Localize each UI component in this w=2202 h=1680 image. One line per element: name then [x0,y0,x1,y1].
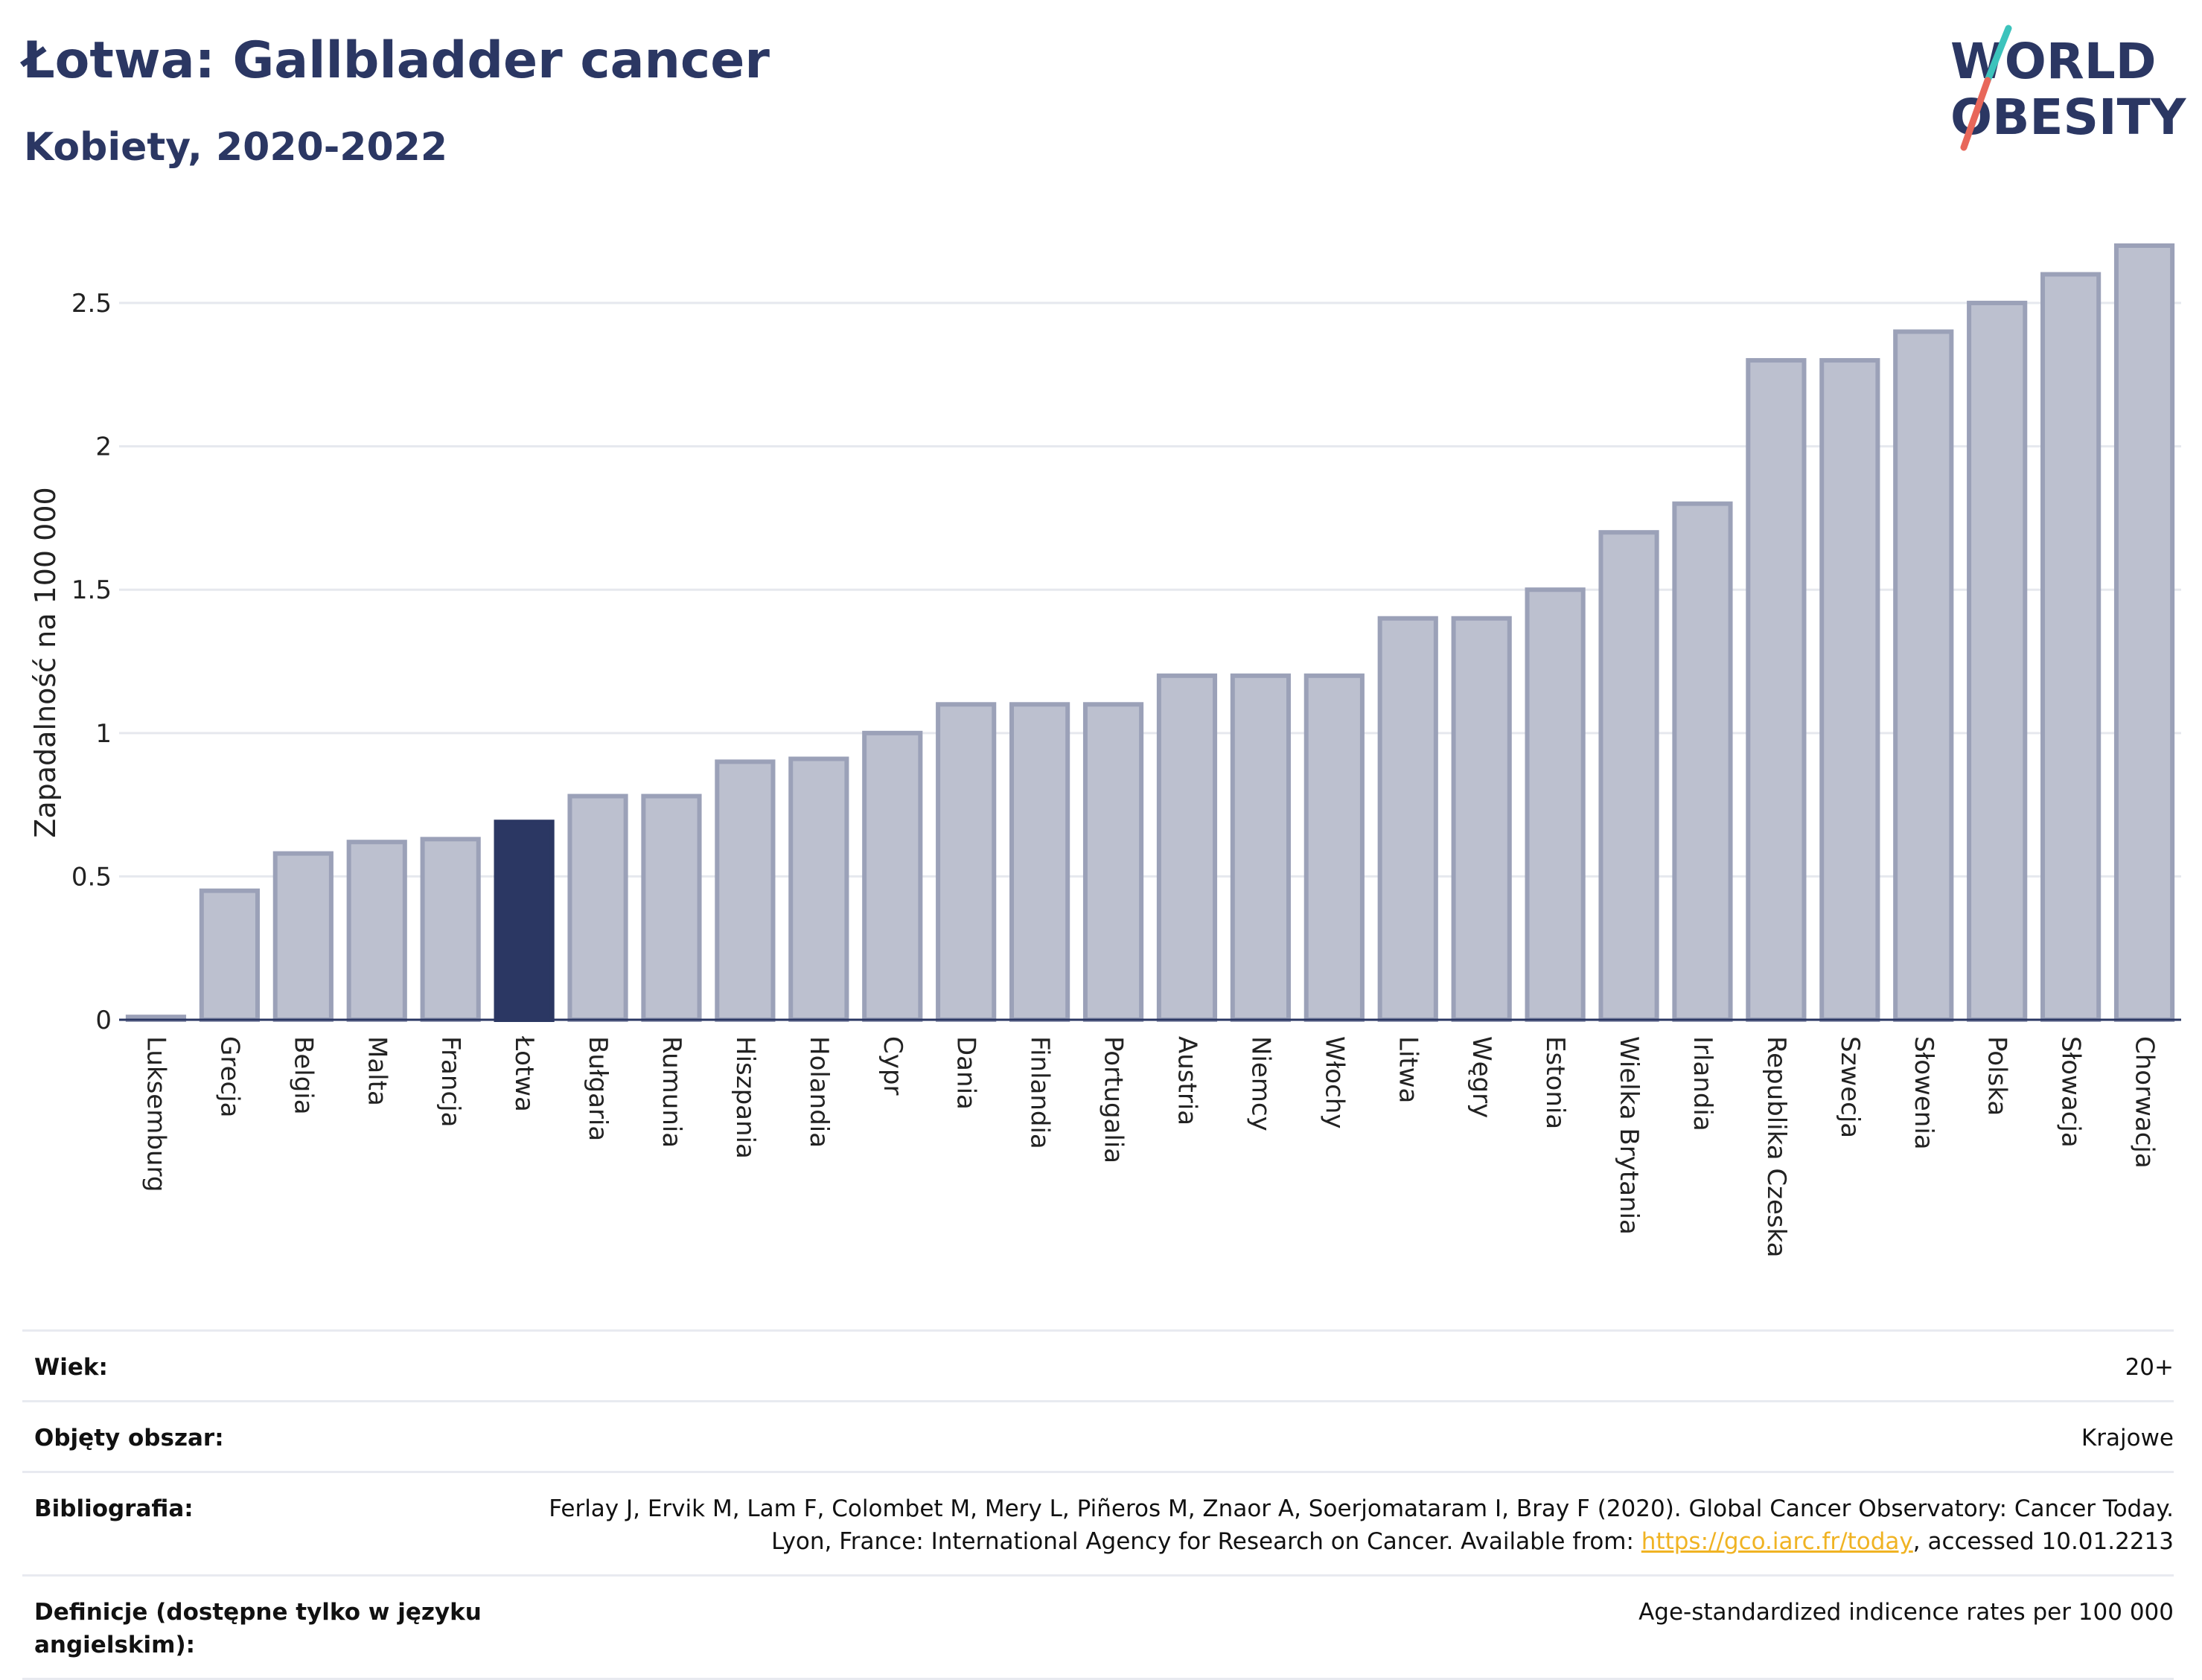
y-tick-label: 0.5 [71,862,112,892]
info-label-bibliography: Bibliografia: [34,1495,194,1522]
bar-chart: 0 0.5 1 1.5 2 2.5 Luksemburg Grecja Belgia Malta F… [29,243,2181,1258]
bar-estonia [1525,587,1586,1022]
bar-słowenia [1893,329,1954,1022]
logo-slash-teal [1984,25,2012,84]
x-tick-label: Litwa [1393,1036,1423,1103]
bar-słowacja [2040,272,2102,1023]
bar-rumunia [641,793,702,1022]
bar-polska [1967,301,2028,1022]
x-tick-label: Estonia [1540,1036,1570,1129]
x-tick-label: Polska [1982,1036,2012,1116]
bar-francja [420,837,481,1023]
bar-chorwacja [2113,243,2175,1022]
bar-finlandia [1009,702,1070,1023]
logo-slash-coral [1960,77,1991,151]
info-value-age: 20+ [2125,1354,2174,1381]
bar-republika-czeska [1746,358,1807,1022]
bar-wielka-brytania [1598,530,1659,1022]
logo-line2: OBESITY [1950,89,2187,146]
bar-holandia [788,756,849,1023]
x-tick-label: Austria [1172,1036,1201,1125]
x-tick-label: Malta [362,1036,392,1106]
x-tick-label: Belgia [288,1036,318,1115]
x-tick-label: Bułgaria [583,1036,613,1141]
bar-łotwa [494,820,555,1022]
y-axis-label: Zapadalność na 100 000 [29,487,62,837]
info-row-age: Wiek: 20+ [22,1329,2174,1400]
x-tick-label: Włochy [1319,1036,1349,1128]
x-tick-label: Łotwa [509,1035,539,1112]
x-tick-label: Holandia [804,1036,834,1148]
bar-austria [1156,673,1218,1022]
label-layer: 0 0.5 1 1.5 2 2.5 Luksemburg Grecja Belgia Malta F… [29,289,2160,1257]
x-tick-label: Rumunia [657,1036,686,1148]
info-table: Wiek: 20+ Objęty obszar: Krajowe Bibliog… [22,1329,2174,1680]
x-tick-label: Republika Czeska [1761,1036,1791,1258]
x-tick-label: Chorwacja [2130,1036,2160,1169]
x-tick-label: Francja [435,1036,465,1127]
bibliography-link[interactable]: https://gco.iarc.fr/today [1641,1528,1913,1555]
world-obesity-logo: WORLD OBESITY [1950,25,2187,151]
bar-belgia [272,851,334,1023]
bar-bułgaria [567,793,628,1022]
y-tick-label: 2 [95,432,112,462]
bar-layer [125,243,2175,1023]
x-tick-label: Portugalia [1099,1036,1129,1163]
x-tick-label: Wielka Brytania [1614,1036,1644,1235]
bar-malta [346,840,407,1022]
bar-portugalia [1082,702,1144,1023]
bar-irlandia [1672,501,1733,1022]
info-value-coverage: Krajowe [2081,1425,2174,1451]
bar-węgry [1451,616,1512,1022]
info-row-definitions: Definicje (dostępne tylko w języku angie… [22,1574,2174,1680]
chart-subtitle: Kobiety, 2020-2022 [24,125,448,170]
bar-hiszpania [715,759,776,1022]
bibliography-accessed: , accessed 10.01.2213 [1912,1528,2174,1555]
x-tick-label: Dania [951,1036,981,1110]
info-label-coverage: Objęty obszar: [34,1425,224,1451]
chart-title: Łotwa: Gallbladder cancer [22,31,770,90]
info-value-bibliography: Ferlay J, Ervik M, Lam F, Colombet M, Me… [536,1492,2174,1558]
x-tick-label: Niemcy [1245,1036,1275,1131]
y-tick-label: 2.5 [71,289,112,319]
bar-litwa [1377,616,1438,1022]
y-tick-label: 1.5 [71,575,112,605]
x-tick-label: Cypr [878,1036,907,1095]
info-value-definitions: Age-standardized indicence rates per 100… [1638,1599,2174,1626]
info-label-definitions: Definicje (dostępne tylko w języku angie… [34,1599,482,1658]
info-label-age: Wiek: [34,1354,108,1381]
bibliography-text: Ferlay J, Ervik M, Lam F, Colombet M, Me… [549,1495,2174,1555]
x-tick-label: Węgry [1467,1036,1496,1118]
bar-dania [936,702,997,1023]
info-row-coverage: Objęty obszar: Krajowe [22,1400,2174,1471]
x-tick-label: Szwecja [1835,1036,1865,1138]
y-tick-label: 0 [95,1006,112,1035]
x-tick-label: Słowacja [2056,1036,2086,1148]
x-tick-label: Słowenia [1909,1036,1938,1150]
bar-szwecja [1819,358,1880,1022]
bar-niemcy [1230,673,1291,1022]
info-row-bibliography: Bibliografia: Ferlay J, Ervik M, Lam F, … [22,1471,2174,1574]
x-tick-label: Irlandia [1688,1036,1717,1131]
x-tick-label: Hiszpania [730,1036,760,1159]
x-tick-label: Finlandia [1025,1036,1055,1149]
y-tick-label: 1 [95,719,112,749]
x-tick-label: Luksemburg [141,1036,170,1192]
bar-cypr [862,730,923,1022]
x-tick-label: Grecja [214,1036,244,1117]
bar-włochy [1303,673,1365,1022]
bar-grecja [199,888,260,1022]
